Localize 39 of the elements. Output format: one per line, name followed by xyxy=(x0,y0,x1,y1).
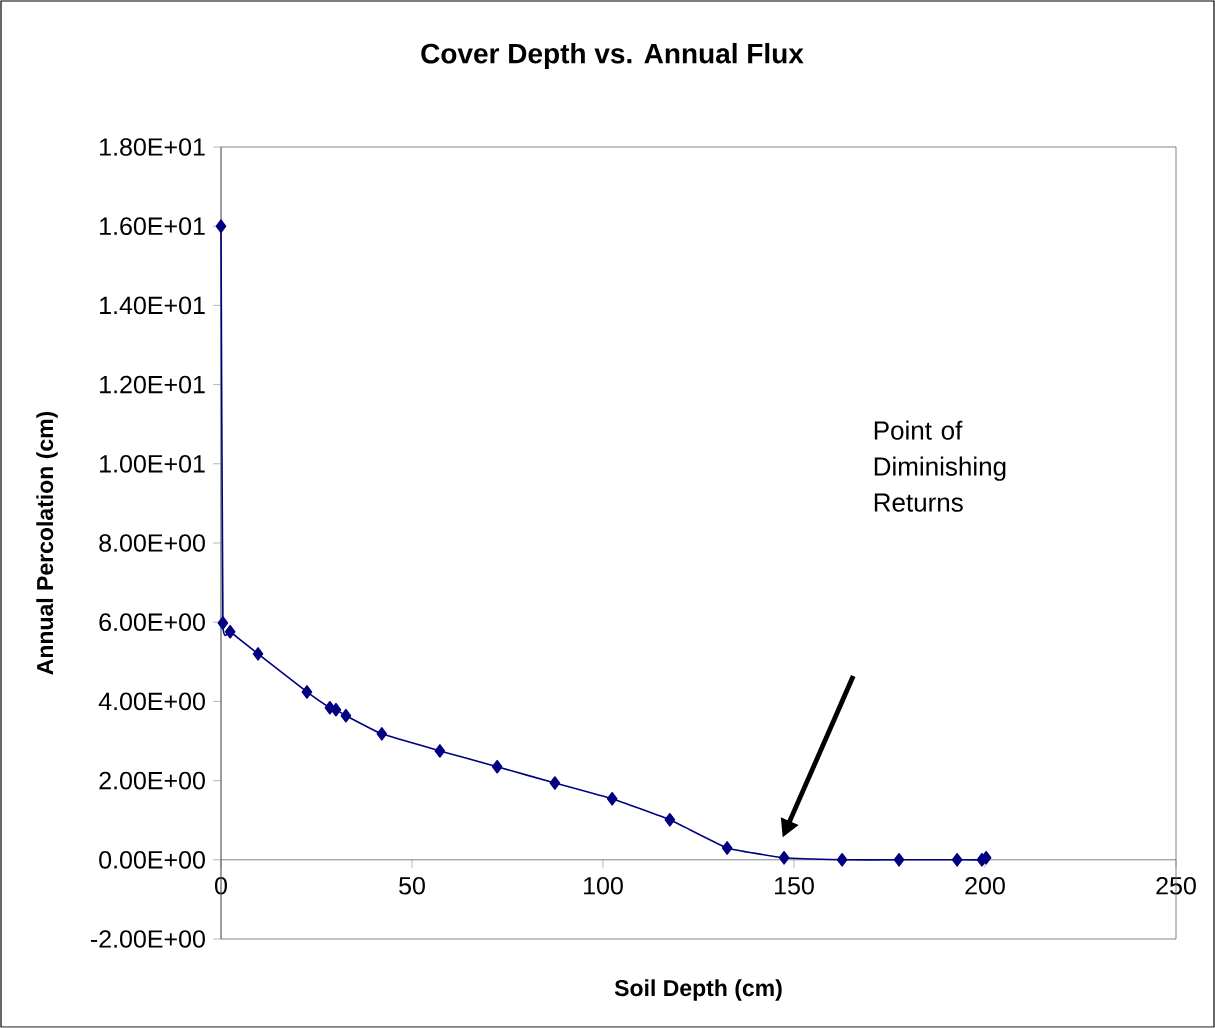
y-tick-label: 1.40E+01 xyxy=(100,296,205,315)
y-tick-label: -2.00E+00 xyxy=(90,930,205,948)
point xyxy=(301,685,313,699)
point xyxy=(893,853,905,867)
point xyxy=(951,853,963,867)
x-tick-label: 0 xyxy=(215,876,227,895)
x-tick-label: 50 xyxy=(399,876,425,895)
point xyxy=(215,219,227,233)
point xyxy=(340,708,352,723)
x-tick-label: 200 xyxy=(965,876,1005,895)
y-tick-label: 4.00E+00 xyxy=(98,692,205,711)
y-tick-label: 8.00E+00 xyxy=(99,534,205,552)
y-axis-title: Annual Percolation (cm) xyxy=(36,411,58,675)
y-tick-label: 1.00E+01 xyxy=(100,454,205,473)
point xyxy=(606,792,618,806)
point xyxy=(376,727,388,741)
point xyxy=(217,616,229,630)
y-tick-label: 2.00E+00 xyxy=(99,771,205,790)
point xyxy=(778,851,790,865)
y-tick-label: 0.00E+00 xyxy=(99,850,205,869)
point xyxy=(252,647,264,661)
point xyxy=(330,702,342,717)
point xyxy=(434,744,446,758)
point xyxy=(491,759,503,774)
y-tick-label: 1.80E+01 xyxy=(100,138,205,156)
x-tick-label: 150 xyxy=(775,876,814,895)
point xyxy=(836,853,848,867)
point xyxy=(549,776,561,790)
point xyxy=(224,624,236,639)
x-tick-label: 250 xyxy=(1156,876,1196,895)
x-axis-title: Soil Depth (cm) xyxy=(614,979,782,1001)
point xyxy=(664,813,676,827)
y-tick-label: 1.20E+01 xyxy=(100,375,205,394)
annotation: Point of Diminishing Returns xyxy=(874,420,1006,512)
x-tick-label: 100 xyxy=(584,876,623,895)
chart-title: Cover Depth vs. Annual Flux xyxy=(421,42,804,70)
y-tick-label: 1.60E+01 xyxy=(100,217,205,236)
point xyxy=(721,841,733,855)
y-tick-label: 6.00E+00 xyxy=(99,613,205,632)
